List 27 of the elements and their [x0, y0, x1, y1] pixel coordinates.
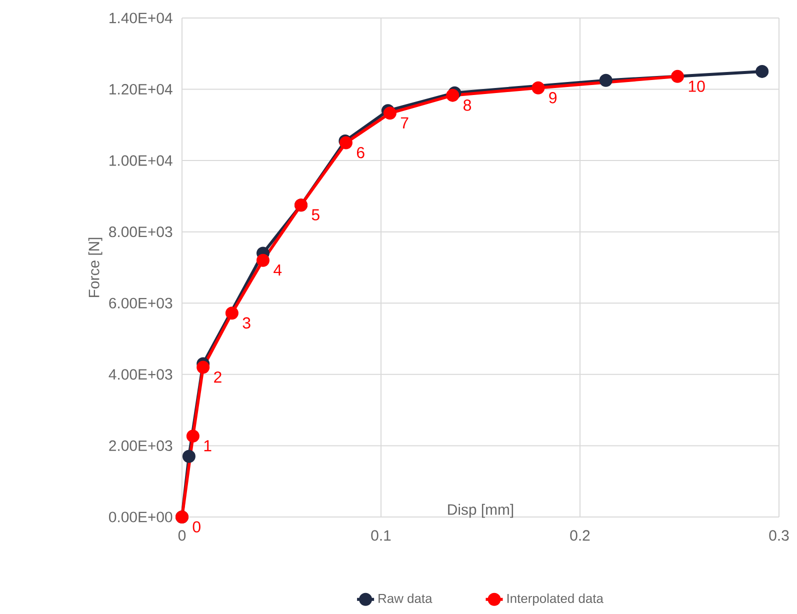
- y-tick-label: 4.00E+03: [108, 369, 172, 380]
- x-tick-label: 0: [178, 530, 186, 541]
- annotation: 2: [214, 371, 222, 383]
- y-tick-label: 0.00E+00: [109, 512, 172, 522]
- y-tick-label: 8.00E+03: [109, 226, 172, 238]
- y-tick-label: 1.40E+04: [110, 12, 172, 24]
- annotation: 8: [464, 100, 472, 111]
- annotation: 10: [688, 80, 705, 92]
- annotation: 9: [549, 92, 557, 104]
- annotation: 5: [312, 209, 320, 220]
- x-axis-title: Disp [mm]: [448, 504, 514, 518]
- x-tick-label: 0.2: [570, 530, 590, 541]
- annotation: 3: [242, 317, 250, 329]
- x-tick-label: 0.3: [769, 530, 789, 541]
- y-tick-label: 1.20E+04: [110, 84, 172, 95]
- x-tick-label: 0.1: [371, 530, 391, 541]
- annotation: 7: [400, 117, 408, 128]
- legend-label: Interpolated data: [507, 594, 604, 606]
- y-tick-label: 1.00E+04: [110, 155, 172, 166]
- y-tick-label: 2.00E+03: [109, 440, 172, 451]
- y-axis-title: Force [N]: [88, 238, 102, 297]
- annotation: 0: [192, 521, 200, 532]
- annotation: 1: [204, 440, 212, 452]
- annotation: 4: [274, 264, 282, 276]
- legend-label: Raw data: [378, 594, 432, 604]
- y-tick-label: 6.00E+03: [109, 298, 172, 308]
- annotation: 6: [356, 146, 364, 158]
